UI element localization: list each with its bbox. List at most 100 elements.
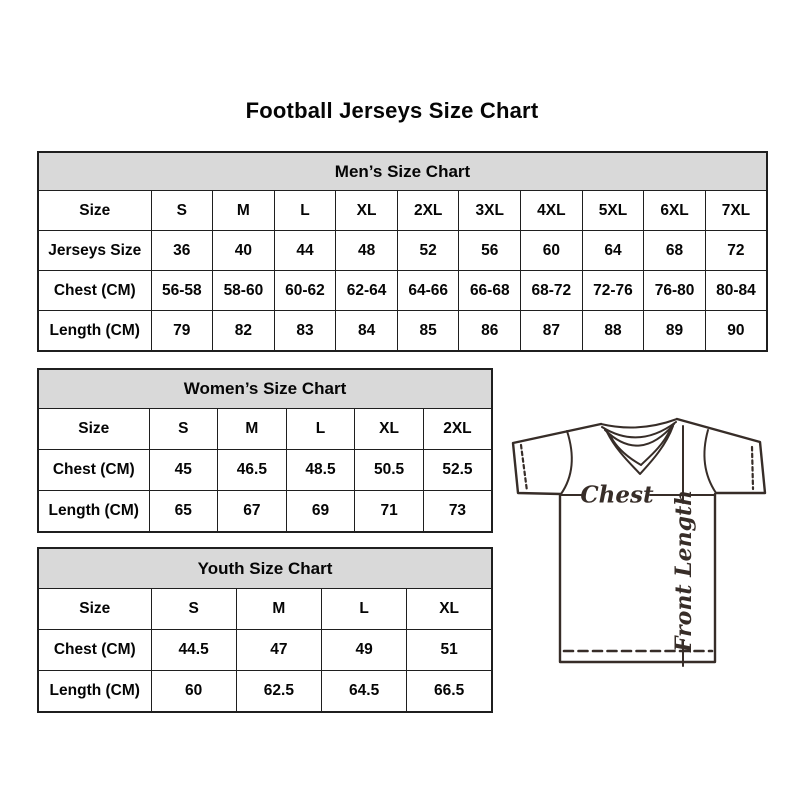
value-cell: 84 <box>335 310 398 352</box>
jersey-body-outline <box>558 492 717 664</box>
jersey-right-sleeve-outline <box>675 417 767 495</box>
table-row: Chest (CM) 56-58 58-60 60-62 62-64 64-66 66-68… <box>37 270 768 311</box>
jersey-right-armhole <box>703 429 717 494</box>
value-cell: 51 <box>406 629 493 671</box>
value-cell: 65 <box>148 490 219 533</box>
table-row: Length (CM) 79 82 83 84 85 86 87 88 89 90 <box>37 310 768 352</box>
table-row: Length (CM) 60 62.5 64.5 66.5 <box>37 670 493 713</box>
column-header: 7XL <box>704 190 768 231</box>
collar-top-curve <box>600 418 678 429</box>
column-header: 2XL <box>422 408 493 450</box>
column-header: 2XL <box>396 190 460 231</box>
value-cell: 48 <box>335 230 398 271</box>
collar-band-curve-2 <box>604 423 675 447</box>
front-length-measure-label: Front Length <box>671 490 697 653</box>
row-label-header: Size <box>37 408 150 450</box>
collar-band-curve-1 <box>601 421 677 439</box>
left-cuff-dashed-line <box>519 443 529 493</box>
row-label-header: Size <box>37 588 152 630</box>
value-cell: 90 <box>704 310 768 352</box>
value-cell: 62-64 <box>335 270 398 311</box>
value-cell: 71 <box>354 490 424 533</box>
column-header: L <box>285 408 356 450</box>
table-row: Chest (CM) 45 46.5 48.5 50.5 52.5 <box>37 449 493 491</box>
value-cell: 72-76 <box>581 270 645 311</box>
value-cell: 64.5 <box>320 670 408 713</box>
column-header: XL <box>354 408 424 450</box>
value-cell: 69 <box>285 490 356 533</box>
value-cell: 64 <box>581 230 645 271</box>
row-label: Length (CM) <box>37 490 150 533</box>
chest-measure-label: Chest <box>580 482 654 509</box>
value-cell: 36 <box>150 230 214 271</box>
column-header: M <box>235 588 323 630</box>
value-cell: 79 <box>150 310 214 352</box>
value-cell: 85 <box>396 310 460 352</box>
value-cell: 88 <box>581 310 645 352</box>
column-header: XL <box>406 588 493 630</box>
value-cell: 52.5 <box>422 449 493 491</box>
table-row: Length (CM) 65 67 69 71 73 <box>37 490 493 533</box>
value-cell: 56 <box>458 230 522 271</box>
value-cell: 76-80 <box>643 270 706 311</box>
column-header: XL <box>335 190 398 231</box>
table-title: Women’s Size Chart <box>37 368 493 409</box>
table-row: Jerseys Size 36 40 44 48 52 56 60 64 68 72 <box>37 230 768 271</box>
value-cell: 73 <box>422 490 493 533</box>
value-cell: 48.5 <box>285 449 356 491</box>
value-cell: 67 <box>217 490 287 533</box>
size-table: Men’s Size Chart Size S M L XL 2XL 3XL 4XL 5XL 6XL… <box>37 151 768 352</box>
size-table: Youth Size Chart Size S M L XL Chest (CM) 44.5 4… <box>37 547 493 713</box>
vneck-outer-line <box>606 425 674 475</box>
table-title: Men’s Size Chart <box>37 151 768 191</box>
row-label-header: Size <box>37 190 152 231</box>
value-cell: 47 <box>235 629 323 671</box>
table-row: Chest (CM) 44.5 47 49 51 <box>37 629 493 671</box>
value-cell: 82 <box>212 310 275 352</box>
column-header: S <box>150 588 237 630</box>
value-cell: 52 <box>396 230 460 271</box>
row-label: Chest (CM) <box>37 449 150 491</box>
value-cell: 50.5 <box>354 449 424 491</box>
row-label: Jerseys Size <box>37 230 152 271</box>
value-cell: 62.5 <box>235 670 323 713</box>
youth-size-table: Youth Size Chart Size S M L XL Chest (CM) 44.5 4… <box>37 547 493 713</box>
value-cell: 68 <box>643 230 706 271</box>
value-cell: 83 <box>273 310 337 352</box>
column-header: 4XL <box>520 190 583 231</box>
value-cell: 86 <box>458 310 522 352</box>
value-cell: 46.5 <box>217 449 287 491</box>
jersey-measurement-diagram: Chest Front Length <box>511 417 767 667</box>
row-label: Length (CM) <box>37 670 152 713</box>
value-cell: 68-72 <box>520 270 583 311</box>
value-cell: 60 <box>150 670 237 713</box>
jersey-left-armhole <box>560 430 573 495</box>
value-cell: 49 <box>320 629 408 671</box>
right-cuff-dashed-line <box>750 445 755 491</box>
value-cell: 56-58 <box>150 270 214 311</box>
jersey-left-sleeve-outline <box>511 422 603 496</box>
value-cell: 44 <box>273 230 337 271</box>
value-cell: 58-60 <box>212 270 275 311</box>
column-header: L <box>320 588 408 630</box>
row-label: Length (CM) <box>37 310 152 352</box>
value-cell: 44.5 <box>150 629 237 671</box>
value-cell: 45 <box>148 449 219 491</box>
vneck-inner-line <box>610 429 671 466</box>
column-header: S <box>150 190 214 231</box>
column-header: 5XL <box>581 190 645 231</box>
column-header: M <box>217 408 287 450</box>
value-cell: 66.5 <box>406 670 493 713</box>
page-title: Football Jerseys Size Chart <box>245 98 539 123</box>
womens-size-table: Women’s Size Chart Size S M L XL 2XL Chest (CM)… <box>37 368 493 533</box>
table-title: Youth Size Chart <box>37 547 493 589</box>
value-cell: 64-66 <box>396 270 460 311</box>
column-header: L <box>273 190 337 231</box>
column-header: S <box>148 408 219 450</box>
column-header: 6XL <box>643 190 706 231</box>
size-table: Women’s Size Chart Size S M L XL 2XL Chest (CM)… <box>37 368 493 533</box>
value-cell: 80-84 <box>704 270 768 311</box>
row-label: Chest (CM) <box>37 270 152 311</box>
value-cell: 89 <box>643 310 706 352</box>
mens-size-table: Men’s Size Chart Size S M L XL 2XL 3XL 4XL 5XL 6XL… <box>37 151 768 352</box>
